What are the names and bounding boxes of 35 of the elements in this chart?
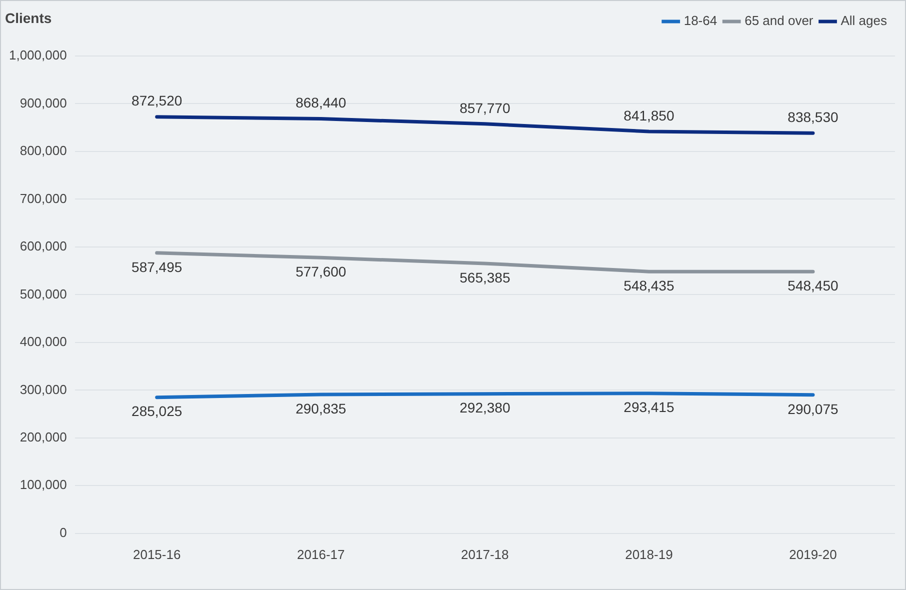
data-label: 548,435	[624, 277, 674, 294]
data-label: 587,495	[132, 258, 182, 275]
y-tick-label: 800,000	[20, 143, 67, 158]
x-tick-label: 2019-20	[789, 546, 837, 562]
x-tick-label: 2015-16	[132, 546, 181, 562]
y-tick-label: 400,000	[20, 334, 67, 350]
y-tick-label: 300,000	[20, 382, 67, 397]
data-label: 868,440	[296, 94, 346, 111]
y-tick-label: 0	[60, 524, 67, 540]
data-label: 285,025	[132, 403, 182, 420]
data-label: 293,415	[624, 399, 674, 416]
legend-label: 65 and over	[744, 13, 814, 28]
x-tick-label: 2016-17	[297, 546, 345, 562]
y-tick-label: 600,000	[20, 238, 67, 254]
legend-label: 18-64	[684, 13, 718, 28]
data-label: 290,835	[296, 400, 346, 416]
data-label: 548,450	[788, 277, 838, 294]
y-tick-label: 100,000	[20, 477, 67, 492]
y-tick-label: 900,000	[20, 95, 67, 110]
x-tick-label: 2017-18	[461, 546, 509, 562]
data-label: 841,850	[624, 107, 674, 124]
y-tick-label: 700,000	[20, 190, 67, 206]
legend-label: All ages	[840, 13, 888, 28]
y-tick-label: 200,000	[20, 430, 67, 444]
y-axis-title: Clients	[5, 10, 52, 26]
data-label: 290,075	[788, 400, 838, 417]
data-label: 857,770	[460, 100, 510, 116]
data-label: 292,380	[460, 400, 510, 416]
y-tick-label: 500,000	[20, 286, 67, 302]
data-label: 577,600	[296, 264, 346, 280]
data-label: 565,385	[460, 269, 510, 286]
data-label: 838,530	[788, 108, 838, 125]
data-label: 872,520	[132, 92, 182, 109]
x-tick-label: 2018-19	[625, 546, 673, 562]
y-tick-label: 1,000,000	[8, 48, 67, 63]
